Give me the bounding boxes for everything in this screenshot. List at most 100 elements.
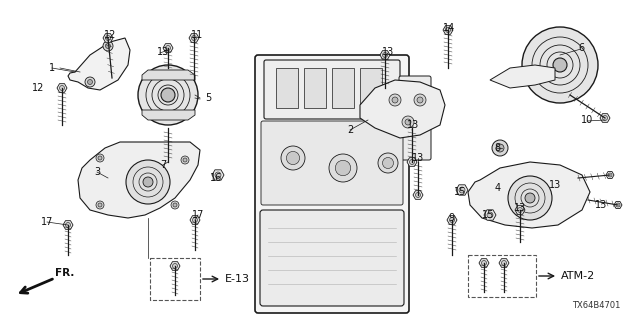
FancyBboxPatch shape [399, 76, 431, 160]
Circle shape [191, 36, 196, 41]
Text: 4: 4 [495, 183, 501, 193]
Polygon shape [443, 26, 453, 34]
Text: 13: 13 [549, 180, 561, 190]
Circle shape [65, 222, 70, 228]
Circle shape [287, 151, 300, 164]
Circle shape [525, 193, 535, 203]
Circle shape [415, 193, 420, 197]
Circle shape [378, 153, 398, 173]
Circle shape [60, 85, 65, 91]
Circle shape [85, 77, 95, 87]
Circle shape [608, 173, 612, 177]
Text: 13: 13 [382, 47, 394, 57]
Circle shape [459, 187, 465, 193]
FancyBboxPatch shape [261, 121, 403, 205]
Bar [304, 68, 326, 108]
Circle shape [173, 203, 177, 207]
Polygon shape [380, 51, 390, 59]
Circle shape [383, 157, 394, 169]
Circle shape [492, 140, 508, 156]
Circle shape [126, 160, 170, 204]
Text: ATM-2: ATM-2 [561, 271, 595, 281]
Circle shape [502, 260, 506, 266]
Circle shape [522, 27, 598, 103]
FancyBboxPatch shape [264, 60, 400, 119]
Circle shape [329, 154, 357, 182]
Text: 17: 17 [41, 217, 53, 227]
Circle shape [616, 203, 620, 207]
Text: 14: 14 [443, 23, 455, 33]
Circle shape [103, 41, 113, 51]
Polygon shape [163, 44, 173, 52]
Circle shape [166, 45, 170, 51]
Circle shape [410, 159, 415, 164]
Circle shape [445, 28, 451, 33]
Polygon shape [163, 158, 173, 166]
Text: 12: 12 [32, 83, 44, 93]
Text: FR.: FR. [55, 268, 74, 278]
Text: 13: 13 [595, 200, 607, 210]
Polygon shape [360, 80, 445, 138]
Circle shape [166, 159, 170, 164]
Circle shape [508, 176, 552, 220]
Circle shape [161, 88, 175, 102]
Circle shape [183, 158, 187, 162]
Circle shape [171, 201, 179, 209]
Circle shape [402, 116, 414, 128]
Polygon shape [103, 34, 113, 42]
Polygon shape [447, 216, 457, 224]
Polygon shape [606, 172, 614, 179]
Circle shape [98, 156, 102, 160]
Circle shape [487, 212, 493, 218]
Circle shape [193, 218, 198, 222]
Text: 7: 7 [160, 160, 166, 170]
Text: 15: 15 [482, 210, 494, 220]
Polygon shape [190, 216, 200, 224]
Circle shape [405, 119, 411, 125]
Circle shape [281, 146, 305, 170]
Text: 16: 16 [210, 173, 222, 183]
Polygon shape [479, 259, 489, 267]
Text: 13: 13 [157, 47, 169, 57]
Circle shape [392, 97, 398, 103]
Text: E-13: E-13 [225, 274, 250, 284]
Polygon shape [614, 202, 622, 208]
Text: 3: 3 [94, 167, 100, 177]
Polygon shape [57, 84, 67, 92]
Circle shape [389, 94, 401, 106]
Polygon shape [456, 185, 468, 195]
Circle shape [96, 201, 104, 209]
FancyBboxPatch shape [260, 210, 404, 306]
Bar [468, 255, 536, 297]
FancyBboxPatch shape [255, 55, 409, 313]
Text: 8: 8 [494, 143, 500, 153]
Polygon shape [63, 221, 73, 229]
Text: 5: 5 [205, 93, 211, 103]
Circle shape [496, 144, 504, 152]
Bar [150, 258, 200, 300]
Circle shape [602, 116, 607, 121]
Circle shape [481, 260, 486, 266]
Polygon shape [600, 114, 610, 122]
Circle shape [106, 36, 111, 41]
Polygon shape [413, 191, 423, 199]
Circle shape [414, 94, 426, 106]
Text: 13: 13 [514, 203, 526, 213]
Polygon shape [68, 38, 130, 90]
Text: 11: 11 [191, 30, 203, 40]
Circle shape [335, 160, 351, 176]
Text: TX64B4701: TX64B4701 [572, 301, 620, 310]
Circle shape [215, 172, 221, 178]
Text: 17: 17 [192, 210, 204, 220]
Circle shape [143, 177, 153, 187]
Bar [360, 68, 382, 108]
Circle shape [383, 52, 387, 58]
Polygon shape [468, 162, 590, 228]
Text: 1: 1 [49, 63, 55, 73]
Text: 2: 2 [347, 125, 353, 135]
Text: 15: 15 [454, 187, 466, 197]
Circle shape [88, 79, 93, 84]
Circle shape [181, 156, 189, 164]
Bar [332, 68, 354, 108]
Circle shape [138, 65, 198, 125]
